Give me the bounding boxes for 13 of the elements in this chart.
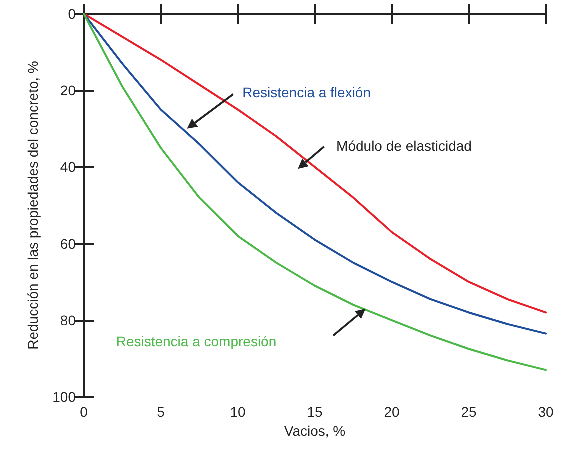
x-axis-title: Vacios, % [284,422,346,439]
x-tick-label: 15 [307,404,323,420]
x-tick-label: 25 [461,404,477,420]
x-tick-label: 0 [80,404,88,420]
text: Resistencia a compresión [116,333,277,350]
text: Resistencia a flexión [242,84,372,101]
x-tick-label: 5 [157,404,166,420]
series-label: Módulo de elasticidad [336,138,472,154]
y-tick-label: 100 [52,389,76,405]
y-axis-title: Reducción en las propiedades del concreto, % [25,61,41,350]
x-tick-label: 30 [538,404,554,420]
x-tick-label: 20 [384,404,400,420]
x-tick-label: 10 [230,404,246,420]
